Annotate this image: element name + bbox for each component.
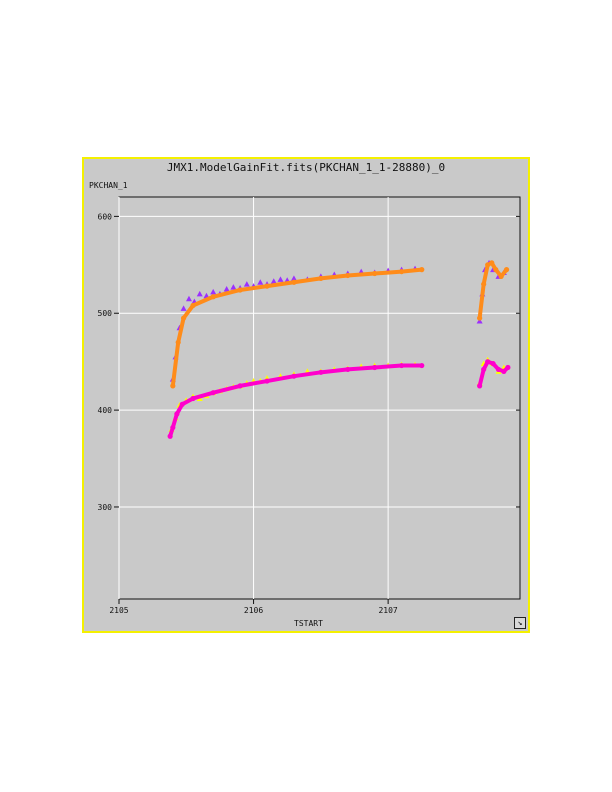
- y-tick-label: 400: [98, 406, 113, 415]
- y-tick-label: 300: [98, 503, 113, 512]
- fit-segment: [238, 379, 270, 388]
- fit-segment: [291, 276, 323, 285]
- fit-segment: [345, 365, 377, 372]
- y-tick-label: 500: [98, 309, 113, 318]
- fit-segment: [191, 294, 216, 308]
- fit-segment: [170, 411, 179, 430]
- fit-segment: [477, 367, 486, 388]
- data-point: [270, 278, 277, 284]
- data-point: [196, 290, 203, 297]
- plot-window: JMX1.ModelGainFit.fits(PKCHAN_1_1-28880)…: [82, 157, 530, 633]
- fit-segment: [170, 340, 181, 388]
- fit-segment: [238, 284, 270, 292]
- x-axis-label: TSTART: [294, 619, 323, 628]
- fit-segment: [176, 316, 186, 345]
- fit-segment: [180, 396, 196, 407]
- data-point: [277, 276, 284, 282]
- fit-segment: [481, 262, 490, 287]
- data-point: [243, 281, 250, 287]
- fit-segment: [499, 267, 509, 279]
- fit-segment: [501, 365, 510, 374]
- fit-segment: [399, 267, 424, 274]
- y-axis-label: PKCHAN_1: [89, 181, 128, 190]
- data-point: [230, 284, 237, 290]
- data-point: [257, 279, 264, 285]
- resize-icon[interactable]: ↘: [514, 617, 526, 629]
- fit-segment: [265, 280, 296, 289]
- fit-segment: [318, 273, 350, 281]
- fit-segment: [318, 367, 350, 375]
- plot-area: [118, 196, 521, 600]
- x-tick-label: 2106: [244, 606, 263, 615]
- y-tick-label: 600: [98, 212, 113, 221]
- fit-segment: [191, 390, 216, 401]
- fit-segment: [181, 303, 196, 321]
- chart-title: JMX1.ModelGainFit.fits(PKCHAN_1_1-28880)…: [166, 161, 446, 174]
- data-point: [180, 305, 187, 311]
- data-point: [290, 275, 297, 281]
- fit-segment: [211, 383, 243, 395]
- fit-segment: [265, 374, 296, 384]
- fit-segment: [211, 287, 243, 299]
- fit-segment: [372, 363, 404, 370]
- x-tick-label: 2105: [109, 606, 128, 615]
- fit-segment: [477, 282, 486, 321]
- data-point: [210, 288, 217, 295]
- fit-segment: [372, 269, 404, 276]
- fit-segment: [291, 370, 323, 379]
- x-tick-label: 2107: [378, 606, 397, 615]
- data-point: [185, 295, 192, 302]
- chart-svg: 2105 2106 2107 300 400 500 600: [98, 196, 521, 615]
- data-point: [476, 317, 483, 324]
- data-point: [223, 286, 230, 292]
- fit-segment: [345, 271, 377, 278]
